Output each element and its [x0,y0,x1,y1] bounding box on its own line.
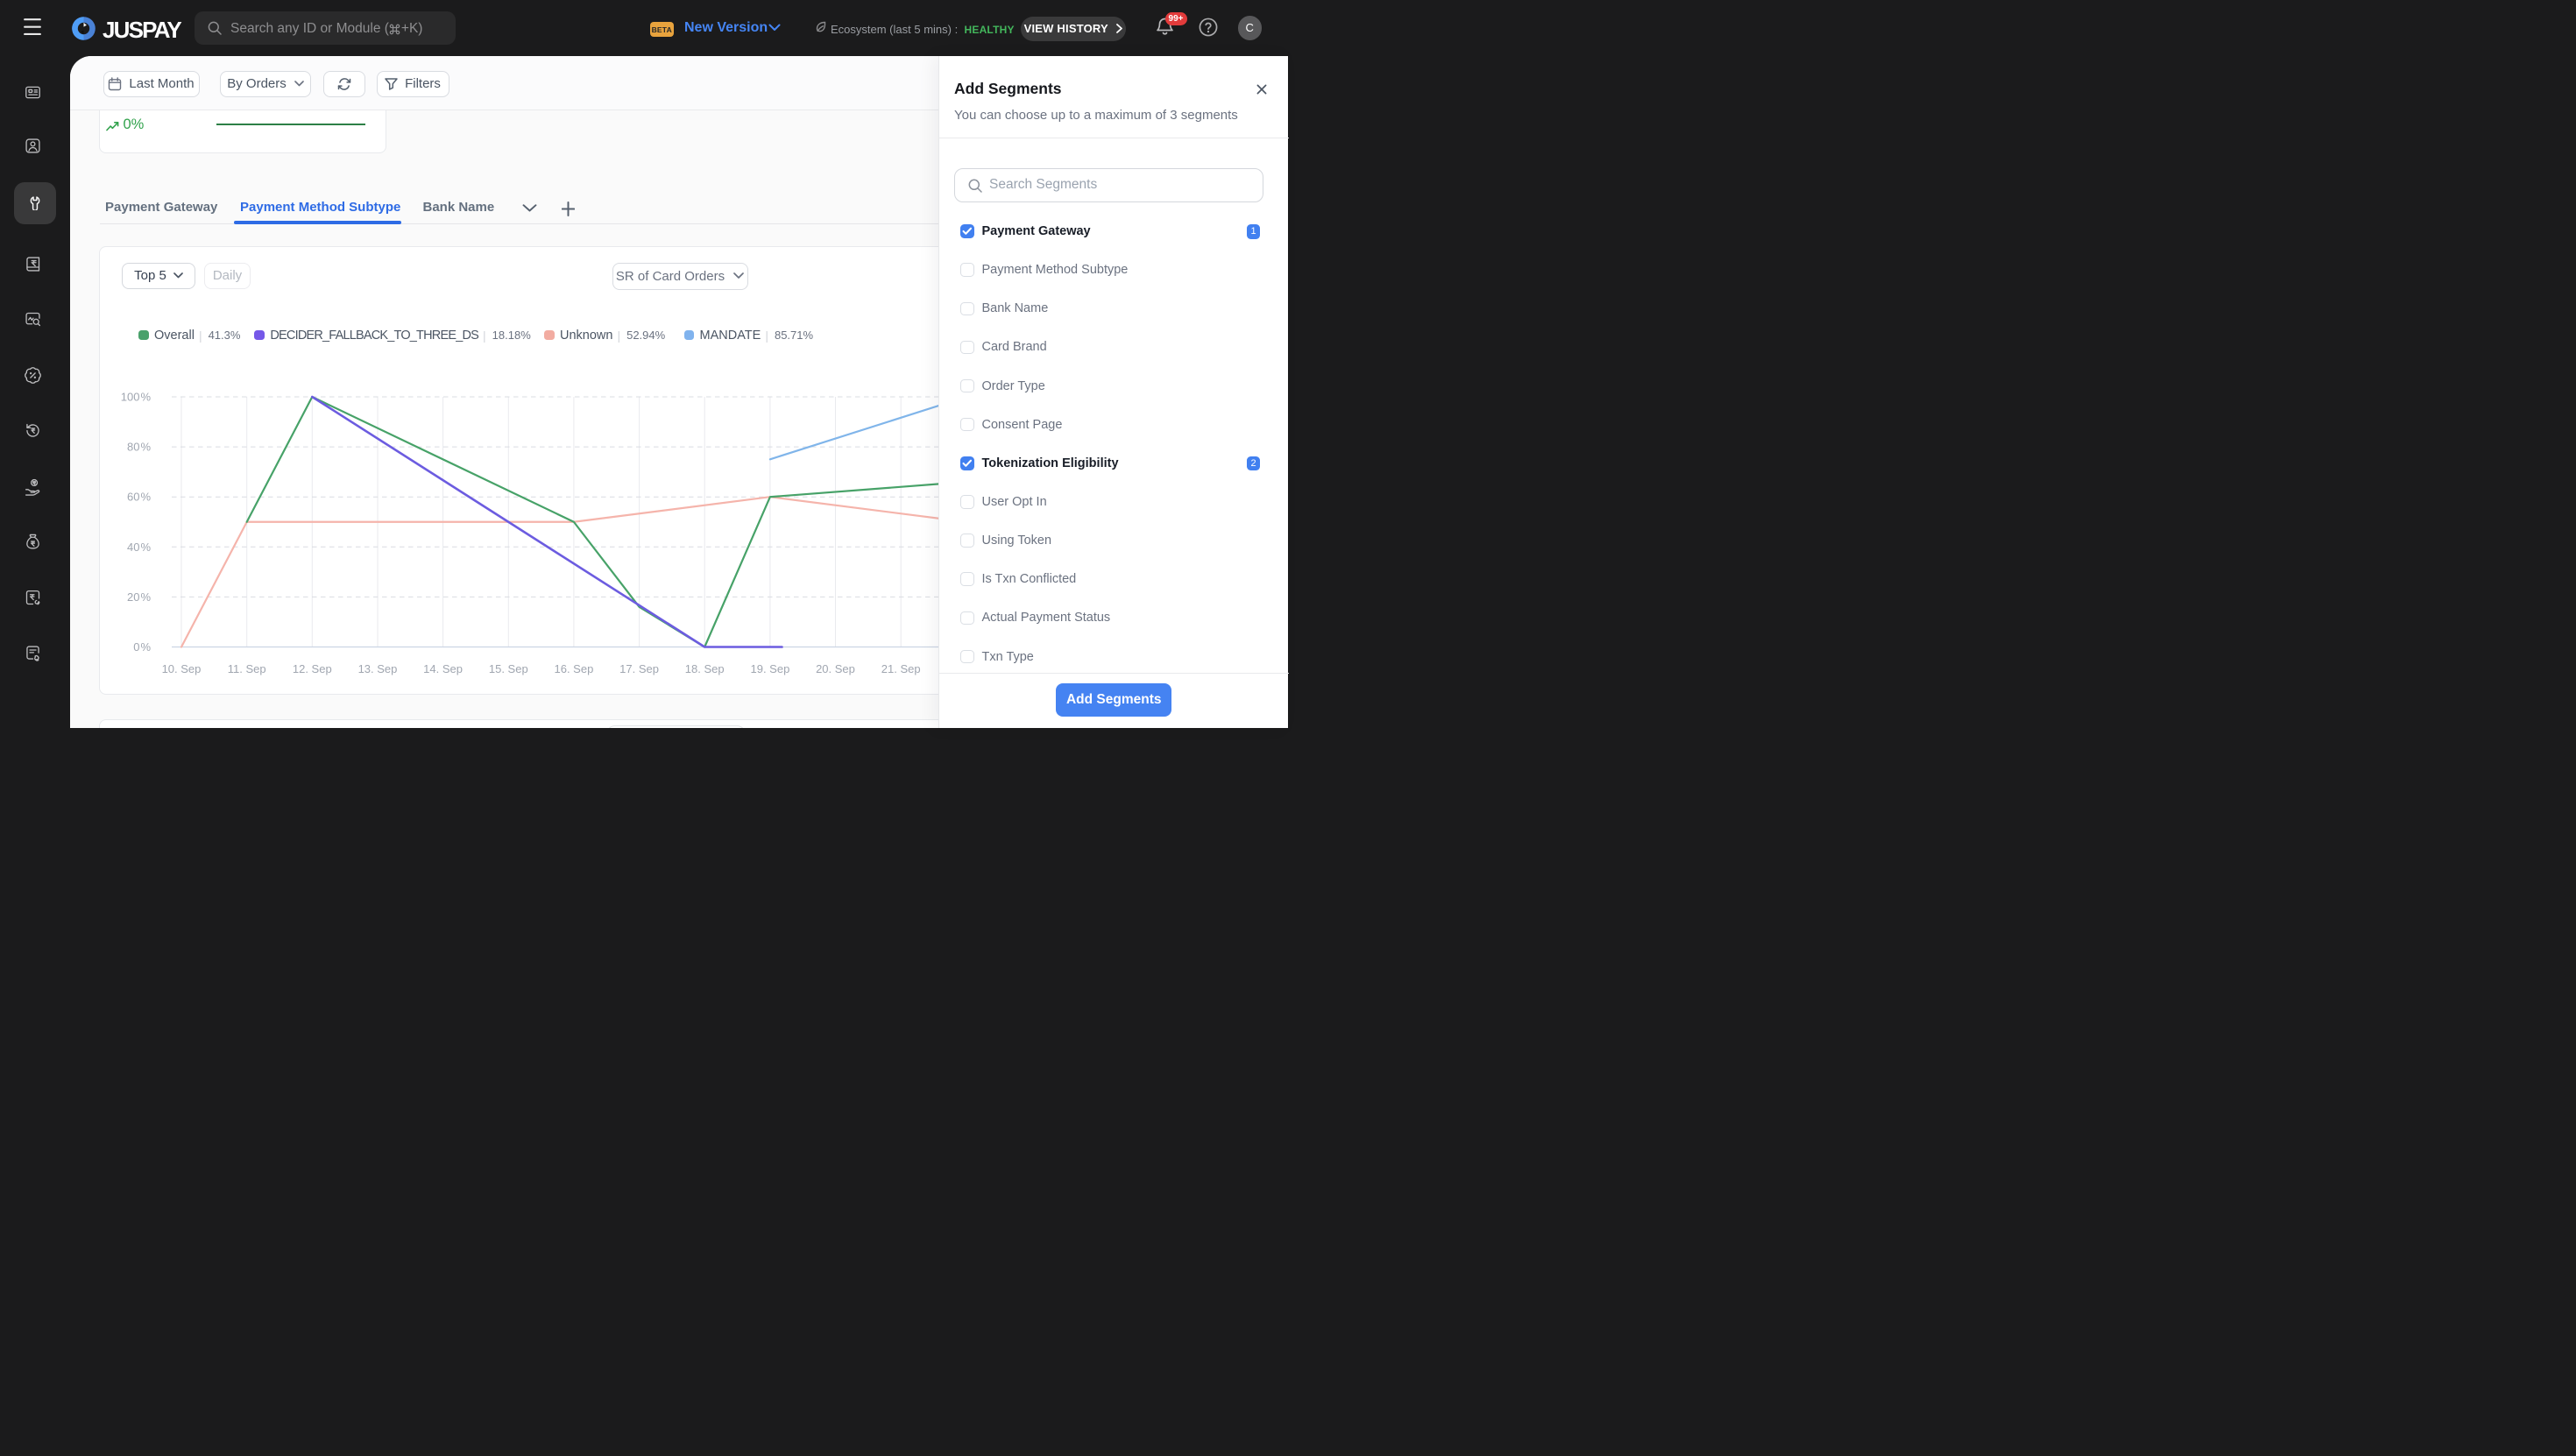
svg-text:17. Sep: 17. Sep [619,662,659,675]
svg-text:21. Sep: 21. Sep [881,662,920,675]
svg-text:19. Sep: 19. Sep [750,662,789,675]
svg-text:16. Sep: 16. Sep [554,662,593,675]
svg-text:14. Sep: 14. Sep [423,662,463,675]
svg-text:80%: 80% [126,441,150,454]
svg-text:15. Sep: 15. Sep [488,662,527,675]
svg-text:20%: 20% [126,590,150,604]
svg-text:18. Sep: 18. Sep [684,662,724,675]
svg-text:0%: 0% [133,640,151,654]
svg-text:13. Sep: 13. Sep [357,662,397,675]
svg-text:11. Sep: 11. Sep [227,662,265,675]
svg-text:40%: 40% [126,541,150,554]
svg-text:100%: 100% [120,391,151,404]
svg-text:10. Sep: 10. Sep [161,662,201,675]
svg-text:20. Sep: 20. Sep [816,662,855,675]
svg-text:12. Sep: 12. Sep [292,662,331,675]
svg-text:60%: 60% [126,491,150,504]
